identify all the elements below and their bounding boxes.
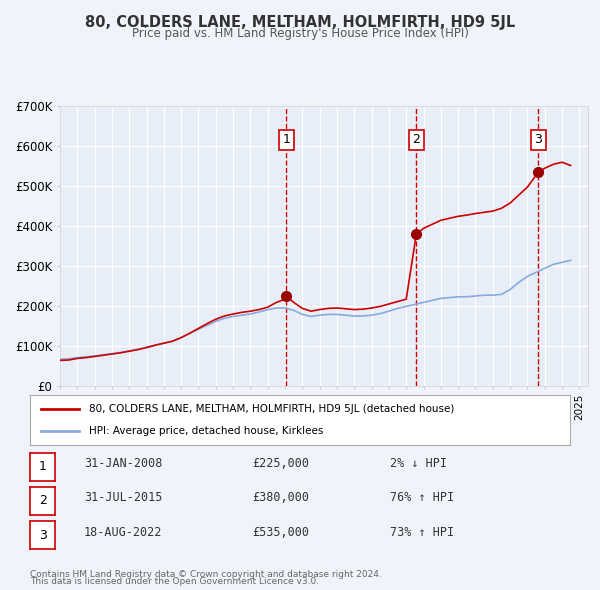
Text: 3: 3 (38, 529, 47, 542)
Text: £225,000: £225,000 (252, 457, 309, 470)
Text: This data is licensed under the Open Government Licence v3.0.: This data is licensed under the Open Gov… (30, 577, 319, 586)
Text: 2: 2 (38, 494, 47, 507)
Text: 18-AUG-2022: 18-AUG-2022 (84, 526, 163, 539)
Text: 2: 2 (412, 133, 420, 146)
Text: 3: 3 (535, 133, 542, 146)
Text: 73% ↑ HPI: 73% ↑ HPI (390, 526, 454, 539)
Text: Price paid vs. HM Land Registry's House Price Index (HPI): Price paid vs. HM Land Registry's House … (131, 27, 469, 40)
Text: 80, COLDERS LANE, MELTHAM, HOLMFIRTH, HD9 5JL (detached house): 80, COLDERS LANE, MELTHAM, HOLMFIRTH, HD… (89, 404, 455, 414)
Text: 76% ↑ HPI: 76% ↑ HPI (390, 491, 454, 504)
Text: 1: 1 (38, 460, 47, 473)
Text: 31-JAN-2008: 31-JAN-2008 (84, 457, 163, 470)
Text: HPI: Average price, detached house, Kirklees: HPI: Average price, detached house, Kirk… (89, 427, 324, 437)
Text: 2% ↓ HPI: 2% ↓ HPI (390, 457, 447, 470)
Text: 1: 1 (283, 133, 290, 146)
Text: £380,000: £380,000 (252, 491, 309, 504)
Text: 80, COLDERS LANE, MELTHAM, HOLMFIRTH, HD9 5JL: 80, COLDERS LANE, MELTHAM, HOLMFIRTH, HD… (85, 15, 515, 30)
Text: £535,000: £535,000 (252, 526, 309, 539)
Text: 31-JUL-2015: 31-JUL-2015 (84, 491, 163, 504)
Text: Contains HM Land Registry data © Crown copyright and database right 2024.: Contains HM Land Registry data © Crown c… (30, 571, 382, 579)
